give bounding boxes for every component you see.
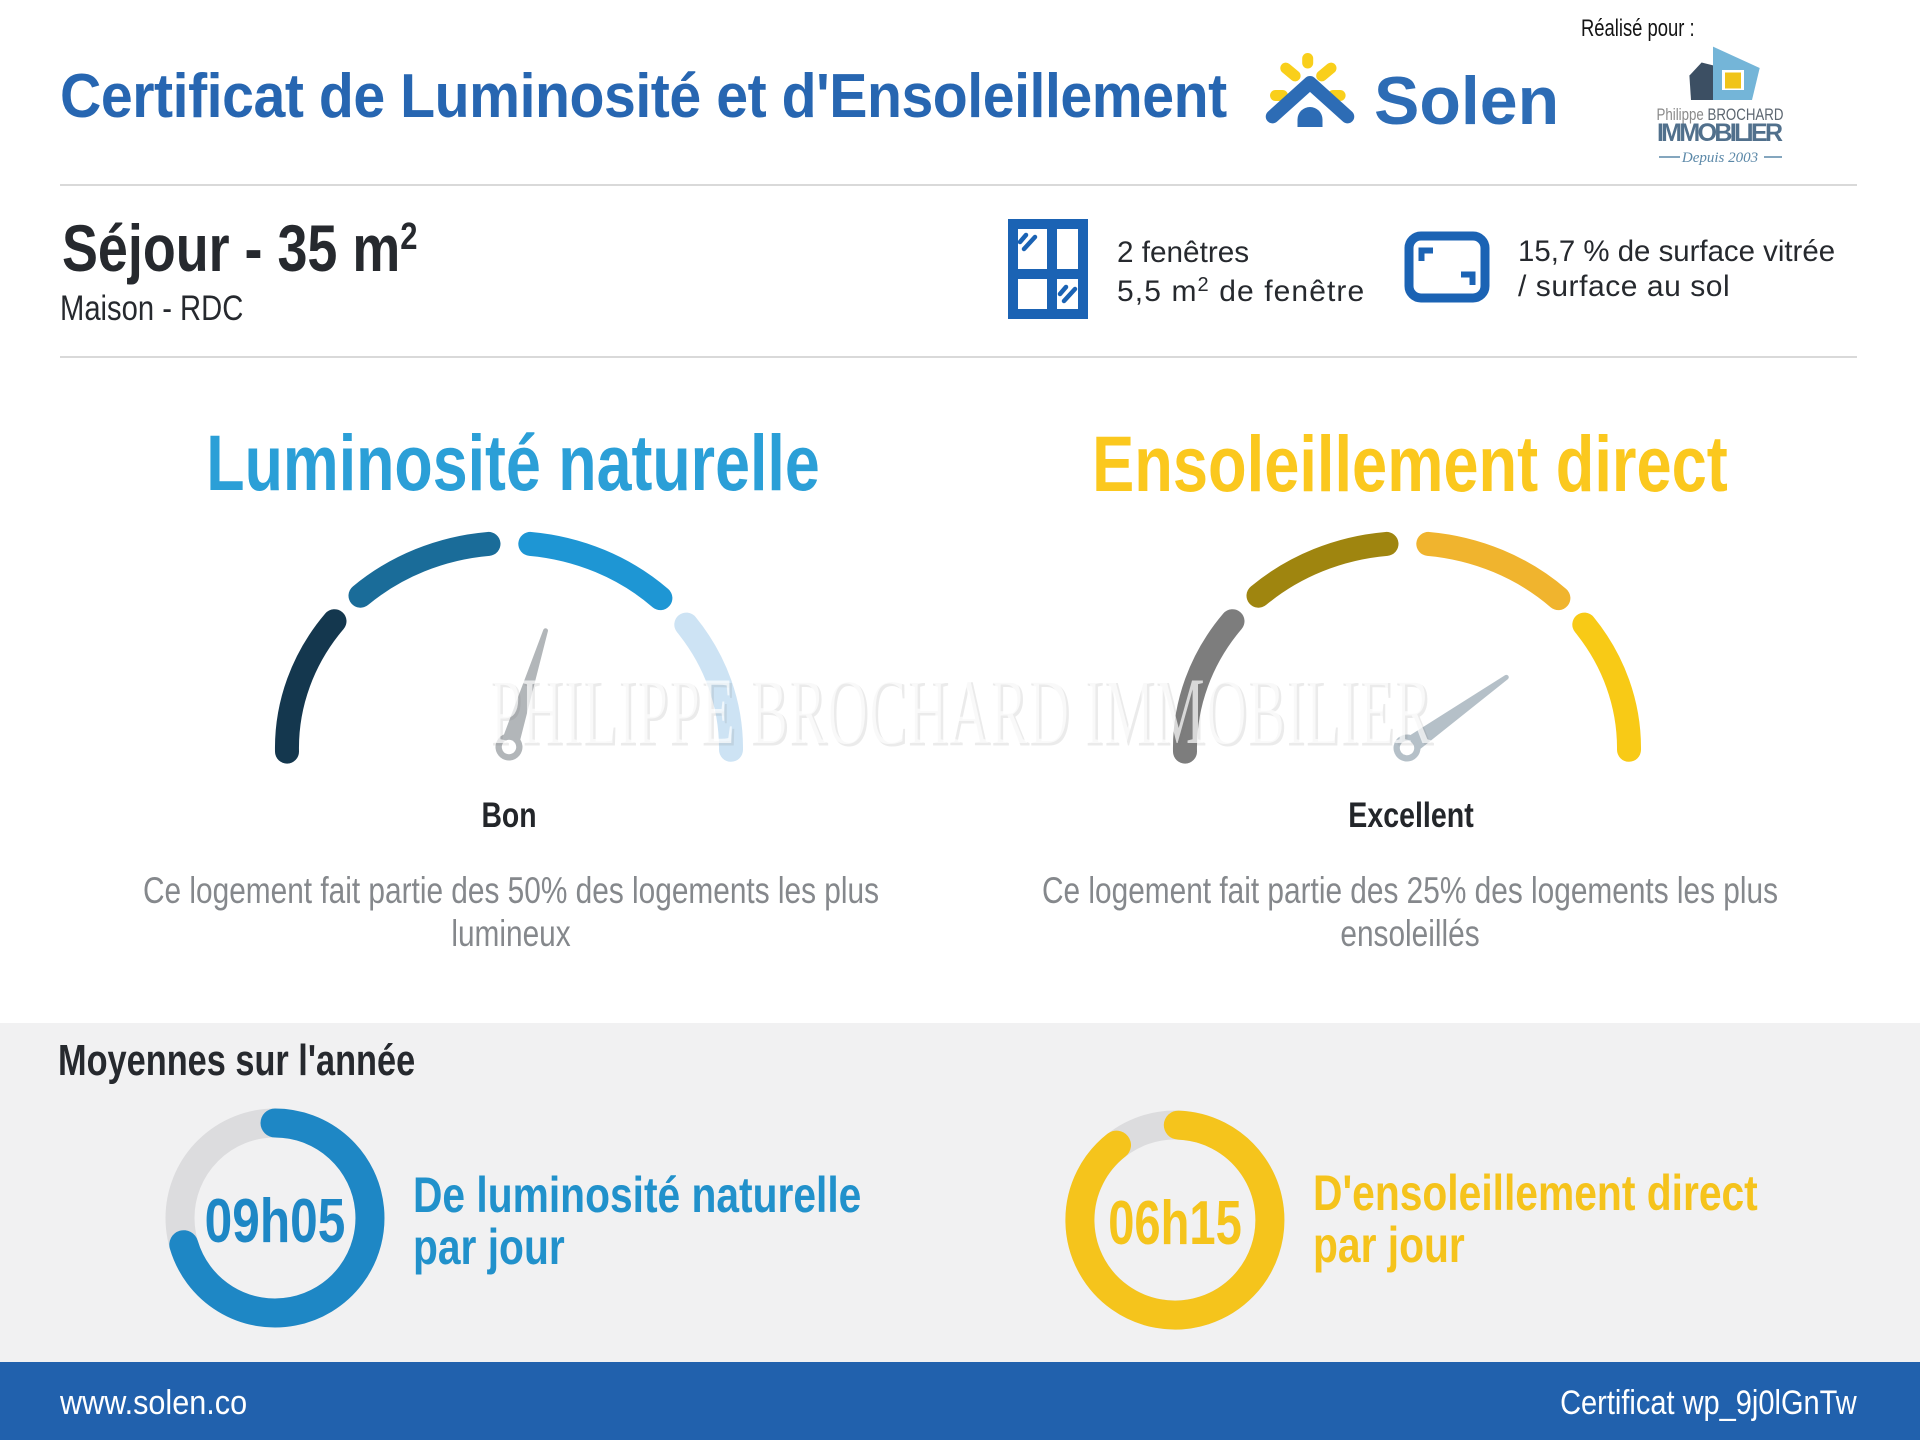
svg-text:IMMOBILIER: IMMOBILIER [1657,119,1783,147]
svg-text:PHILIPPE BROCHARD IMMOBILIER: PHILIPPE BROCHARD IMMOBILIER [489,658,1432,764]
svg-text:PHILIPPE BROCHARD IMMOBILIER: PHILIPPE BROCHARD IMMOBILIER [491,661,1434,767]
svg-text:Depuis 2003: Depuis 2003 [1681,150,1758,166]
svg-text:Philippe BROCHARD: Philippe BROCHARD [1657,106,1784,124]
